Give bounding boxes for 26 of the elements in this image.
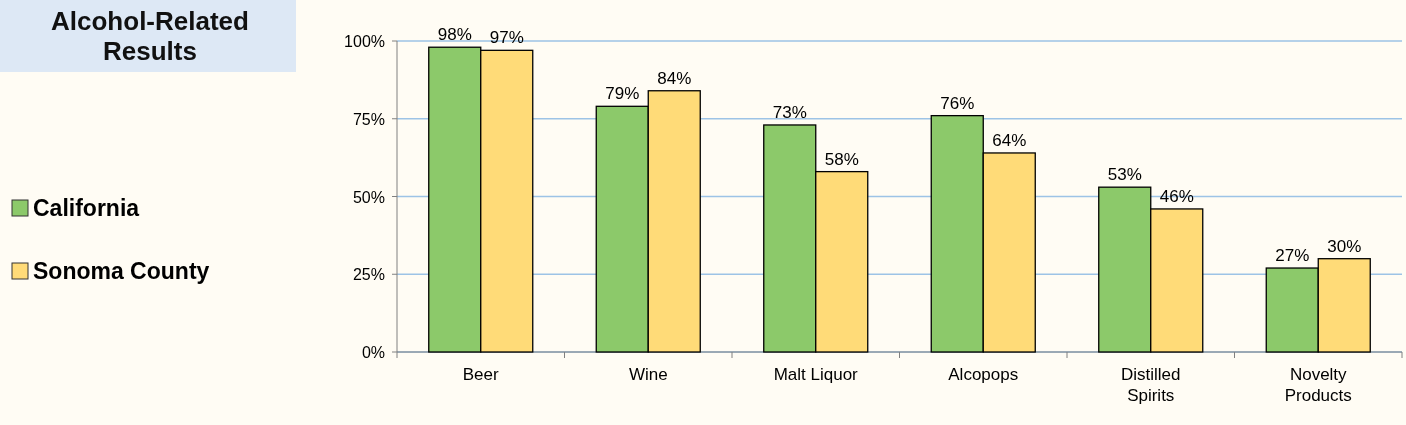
x-tick-label: Novelty Products xyxy=(1284,365,1352,405)
y-tick-label: 100% xyxy=(344,33,385,50)
x-tick-label: Beer xyxy=(462,365,500,384)
data-label: 30% xyxy=(1327,236,1362,256)
legend-label: Sonoma County xyxy=(33,258,210,284)
data-label: 76% xyxy=(940,93,975,113)
data-label: 98% xyxy=(437,25,472,45)
data-label: 53% xyxy=(1107,165,1142,185)
data-label: 84% xyxy=(657,68,692,88)
legend-label: California xyxy=(33,195,140,221)
y-tick-label: 25% xyxy=(352,266,385,284)
x-tick-label: Malt Liquor xyxy=(773,365,859,384)
data-label: 58% xyxy=(824,149,859,169)
y-tick-label: 50% xyxy=(352,188,385,206)
y-tick-label: 75% xyxy=(352,110,385,128)
x-tick-label: Distilled Spirits xyxy=(1120,365,1181,405)
data-label: 97% xyxy=(489,28,524,48)
data-label: 27% xyxy=(1275,246,1310,266)
data-label: 73% xyxy=(772,102,807,122)
x-tick-label: Wine xyxy=(628,365,668,384)
text: Alcohol-Related Results xyxy=(51,6,249,66)
x-tick-label: Alcopops xyxy=(948,365,1019,384)
data-label: 46% xyxy=(1159,186,1194,206)
y-tick-label: 0% xyxy=(361,344,385,361)
data-label: 64% xyxy=(992,130,1027,150)
data-label: 79% xyxy=(605,84,640,104)
